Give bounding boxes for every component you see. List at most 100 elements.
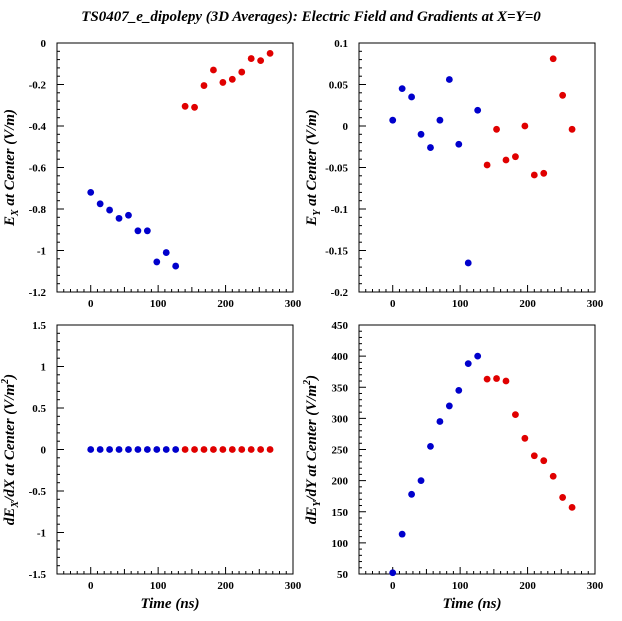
plot-frame xyxy=(358,42,596,293)
data-point-blue xyxy=(153,446,161,453)
y-tick-label: 1 xyxy=(41,362,47,374)
y-tick-label: 0.1 xyxy=(334,38,348,50)
data-point-red xyxy=(502,156,510,164)
plot-frame xyxy=(358,324,596,575)
data-point-red xyxy=(200,446,208,453)
x-axis-label: Time (ns) xyxy=(442,596,501,612)
data-point-blue xyxy=(96,446,104,453)
x-tick-label: 100 xyxy=(150,580,167,592)
data-point-blue xyxy=(398,85,406,93)
data-point-red xyxy=(228,446,236,453)
data-point-red xyxy=(210,446,217,453)
y-tick-label: 250 xyxy=(332,445,349,457)
data-point-red xyxy=(257,57,265,65)
data-point-blue xyxy=(115,214,123,222)
y-tick-label: 300 xyxy=(332,413,349,425)
x-tick-label: 200 xyxy=(217,298,234,310)
y-tick-label: -0.05 xyxy=(325,163,348,175)
data-point-blue xyxy=(417,477,425,485)
y-axis-label: dEY/dY at Center (V/m2) xyxy=(302,375,323,524)
x-tick-label: 200 xyxy=(519,298,536,310)
data-point-blue xyxy=(143,227,151,235)
y-tick-label: -0.1 xyxy=(331,204,348,216)
data-point-red xyxy=(219,446,227,453)
x-tick-label: 100 xyxy=(452,580,469,592)
data-point-red xyxy=(238,68,246,76)
data-point-red xyxy=(512,411,519,419)
x-tick-label: 300 xyxy=(285,580,302,592)
x-tick-label: 100 xyxy=(150,298,167,310)
y-tick-label: 450 xyxy=(332,320,349,332)
y-tick-label: 0.05 xyxy=(329,80,349,92)
data-point-blue xyxy=(436,418,444,425)
x-tick-label: 300 xyxy=(285,298,302,310)
data-point-blue xyxy=(106,446,113,453)
data-point-red xyxy=(181,102,189,110)
data-point-red xyxy=(238,446,246,453)
y-tick-label: -0.6 xyxy=(29,163,47,175)
data-point-blue xyxy=(408,93,415,101)
y-axis-label: EY at Center (V/m) xyxy=(304,109,323,227)
x-tick-label: 0 xyxy=(88,580,94,592)
data-point-blue xyxy=(445,402,453,410)
data-point-red xyxy=(549,472,557,480)
data-point-red xyxy=(200,82,208,89)
data-point-blue xyxy=(427,144,434,151)
data-point-red xyxy=(530,171,538,179)
x-tick-label: 300 xyxy=(587,298,604,310)
y-tick-label: -0.4 xyxy=(29,121,47,133)
x-tick-label: 200 xyxy=(217,580,234,592)
y-tick-label: -1 xyxy=(37,528,46,540)
data-point-red xyxy=(247,446,255,453)
data-point-red xyxy=(549,55,557,63)
data-point-blue xyxy=(464,259,472,267)
data-point-blue xyxy=(417,130,425,138)
data-point-blue xyxy=(172,446,180,453)
x-tick-label: 100 xyxy=(452,298,469,310)
data-point-blue xyxy=(455,386,463,394)
panel-deydy: 0 100 200 300 50 100 150 200 250 300 350 400 450 dEY/… xyxy=(302,320,604,612)
y-tick-label: 400 xyxy=(332,351,349,363)
x-axis-label: Time (ns) xyxy=(140,596,199,612)
y-tick-label: -1.2 xyxy=(29,287,47,299)
data-point-blue xyxy=(125,211,132,219)
data-point-red xyxy=(502,377,510,385)
data-point-red xyxy=(568,125,576,133)
y-tick-label: -0.2 xyxy=(29,80,47,92)
data-point-red xyxy=(266,446,274,453)
data-point-blue xyxy=(134,446,142,453)
y-tick-label: -1 xyxy=(37,246,46,258)
data-point-blue xyxy=(115,446,123,453)
y-tick-label: 100 xyxy=(332,538,349,550)
data-point-red xyxy=(521,434,529,442)
data-point-blue xyxy=(389,116,397,124)
data-point-blue xyxy=(455,140,463,148)
x-tick-label: 200 xyxy=(519,580,536,592)
data-point-red xyxy=(493,125,500,133)
data-point-red xyxy=(568,503,576,511)
panel-dexdx: 0 100 200 300 -1.5 -1 -0.5 0 0.5 1 1.5 dEX/dX at Ce… xyxy=(0,320,302,612)
y-tick-label: -0.2 xyxy=(331,287,349,299)
x-tick-label: 0 xyxy=(390,580,396,592)
data-point-red xyxy=(512,153,519,161)
data-point-blue xyxy=(474,352,482,360)
data-point-blue xyxy=(398,530,406,538)
data-point-blue xyxy=(436,116,444,124)
data-point-red xyxy=(559,494,567,501)
data-point-red xyxy=(228,75,236,83)
data-point-blue xyxy=(464,360,472,367)
plot-frame xyxy=(56,42,294,293)
y-tick-label: 350 xyxy=(332,382,349,394)
x-tick-label: 0 xyxy=(390,298,396,310)
data-point-red xyxy=(530,452,538,460)
data-point-blue xyxy=(172,262,180,270)
y-tick-label: 0 xyxy=(343,121,349,133)
y-tick-label: 0 xyxy=(41,38,47,50)
data-point-red xyxy=(191,103,198,111)
y-tick-label: 0 xyxy=(41,445,47,457)
data-point-blue xyxy=(125,446,132,453)
data-point-blue xyxy=(427,442,434,450)
data-point-red xyxy=(247,55,255,62)
data-point-blue xyxy=(153,258,161,266)
